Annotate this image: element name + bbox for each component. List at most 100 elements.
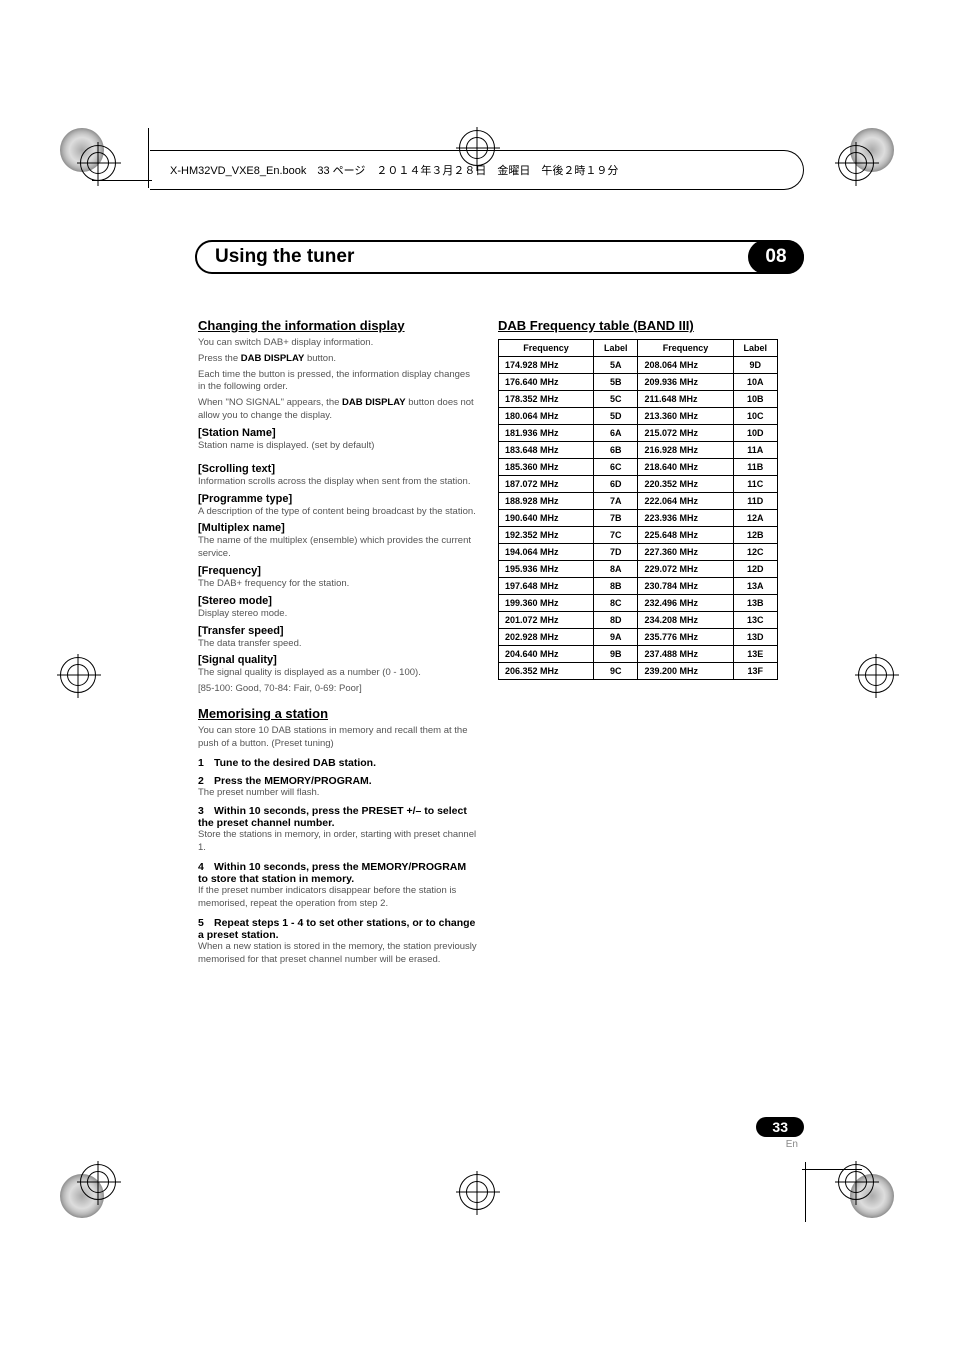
subhead-multiplex-name: [Multiplex name] — [198, 522, 478, 534]
table-cell: 9C — [594, 663, 638, 680]
table-cell: 234.208 MHz — [638, 612, 733, 629]
table-cell: 229.072 MHz — [638, 561, 733, 578]
table-cell: 13A — [733, 578, 777, 595]
chapter-header: Using the tuner 08 — [195, 240, 804, 274]
body-text: Display stereo mode. — [198, 608, 478, 621]
crop-guide — [805, 1162, 806, 1222]
chapter-title: Using the tuner — [195, 240, 804, 274]
table-cell: 174.928 MHz — [499, 357, 594, 374]
body-text: You can switch DAB+ display information. — [198, 337, 478, 350]
table-row: 194.064 MHz7D227.360 MHz12C — [499, 544, 778, 561]
table-cell: 223.936 MHz — [638, 510, 733, 527]
subhead-signal-quality: [Signal quality] — [198, 654, 478, 666]
table-cell: 11D — [733, 493, 777, 510]
table-cell: 227.360 MHz — [638, 544, 733, 561]
table-cell: 222.064 MHz — [638, 493, 733, 510]
body-text: When a new station is stored in the memo… — [198, 941, 478, 967]
table-cell: 10B — [733, 391, 777, 408]
body-text: If the preset number indicators disappea… — [198, 885, 478, 911]
table-cell: 7B — [594, 510, 638, 527]
table-cell: 185.360 MHz — [499, 459, 594, 476]
subhead-programme-type: [Programme type] — [198, 493, 478, 505]
step-5: 5Repeat steps 1 - 4 to set other station… — [198, 917, 478, 941]
table-cell: 10C — [733, 408, 777, 425]
table-cell: 6C — [594, 459, 638, 476]
table-row: 202.928 MHz9A235.776 MHz13D — [499, 629, 778, 646]
table-cell: 9D — [733, 357, 777, 374]
subhead-frequency: [Frequency] — [198, 565, 478, 577]
table-cell: 190.640 MHz — [499, 510, 594, 527]
table-cell: 215.072 MHz — [638, 425, 733, 442]
table-cell: 216.928 MHz — [638, 442, 733, 459]
table-cell: 181.936 MHz — [499, 425, 594, 442]
table-cell: 13F — [733, 663, 777, 680]
table-cell: 213.360 MHz — [638, 408, 733, 425]
table-cell: 211.648 MHz — [638, 391, 733, 408]
table-row: 174.928 MHz5A208.064 MHz9D — [499, 357, 778, 374]
body-text: The DAB+ frequency for the station. — [198, 578, 478, 591]
table-row: 197.648 MHz8B230.784 MHz13A — [499, 578, 778, 595]
body-text: Store the stations in memory, in order, … — [198, 829, 478, 855]
body-text: When "NO SIGNAL" appears, the DAB DISPLA… — [198, 397, 478, 423]
table-row: 178.352 MHz5C211.648 MHz10B — [499, 391, 778, 408]
table-cell: 188.928 MHz — [499, 493, 594, 510]
table-cell: 230.784 MHz — [638, 578, 733, 595]
table-cell: 206.352 MHz — [499, 663, 594, 680]
body-text: A description of the type of content bei… — [198, 506, 478, 519]
chapter-number: 08 — [748, 240, 804, 274]
table-cell: 12D — [733, 561, 777, 578]
table-cell: 5B — [594, 374, 638, 391]
table-cell: 235.776 MHz — [638, 629, 733, 646]
table-cell: 183.648 MHz — [499, 442, 594, 459]
table-cell: 178.352 MHz — [499, 391, 594, 408]
table-cell: 9B — [594, 646, 638, 663]
crop-mark — [60, 657, 96, 693]
table-row: 206.352 MHz9C239.200 MHz13F — [499, 663, 778, 680]
body-text: The name of the multiplex (ensemble) whi… — [198, 535, 478, 561]
crop-mark — [838, 145, 874, 181]
table-row: 192.352 MHz7C225.648 MHz12B — [499, 527, 778, 544]
table-cell: 6D — [594, 476, 638, 493]
table-cell: 8A — [594, 561, 638, 578]
table-cell: 5C — [594, 391, 638, 408]
table-row: 188.928 MHz7A222.064 MHz11D — [499, 493, 778, 510]
table-cell: 192.352 MHz — [499, 527, 594, 544]
step-3: 3Within 10 seconds, press the PRESET +/–… — [198, 805, 478, 829]
body-text: The preset number will flash. — [198, 787, 478, 800]
table-cell: 8C — [594, 595, 638, 612]
body-text: Station name is displayed. (set by defau… — [198, 440, 478, 453]
table-row: 201.072 MHz8D234.208 MHz13C — [499, 612, 778, 629]
table-header-frequency: Frequency — [499, 340, 594, 357]
step-1: 1Tune to the desired DAB station. — [198, 757, 478, 769]
table-cell: 13E — [733, 646, 777, 663]
table-cell: 194.064 MHz — [499, 544, 594, 561]
table-row: 199.360 MHz8C232.496 MHz13B — [499, 595, 778, 612]
crop-mark — [858, 657, 894, 693]
content-area: Changing the information display You can… — [198, 318, 778, 969]
dab-frequency-table: Frequency Label Frequency Label 174.928 … — [498, 339, 778, 680]
page-language: En — [756, 1139, 804, 1150]
body-text: Press the DAB DISPLAY button. — [198, 353, 478, 366]
crop-mark — [80, 1164, 116, 1200]
table-cell: 218.640 MHz — [638, 459, 733, 476]
crop-guide — [802, 1169, 862, 1170]
table-row: 181.936 MHz6A215.072 MHz10D — [499, 425, 778, 442]
table-cell: 13C — [733, 612, 777, 629]
heading-dab-table: DAB Frequency table (BAND III) — [498, 318, 778, 333]
heading-changing-display: Changing the information display — [198, 318, 478, 333]
step-2: 2Press the MEMORY/PROGRAM. — [198, 775, 478, 787]
table-cell: 237.488 MHz — [638, 646, 733, 663]
page-number: 33 — [756, 1117, 804, 1137]
bookinfo-text: X-HM32VD_VXE8_En.book 33 ページ ２０１４年３月２８日 … — [150, 150, 804, 190]
table-cell: 199.360 MHz — [499, 595, 594, 612]
table-row: 187.072 MHz6D220.352 MHz11C — [499, 476, 778, 493]
body-text: Information scrolls across the display w… — [198, 476, 478, 489]
table-row: 204.640 MHz9B237.488 MHz13E — [499, 646, 778, 663]
body-text: The data transfer speed. — [198, 638, 478, 651]
table-cell: 195.936 MHz — [499, 561, 594, 578]
table-row: 183.648 MHz6B216.928 MHz11A — [499, 442, 778, 459]
table-cell: 225.648 MHz — [638, 527, 733, 544]
table-cell: 10D — [733, 425, 777, 442]
table-cell: 197.648 MHz — [499, 578, 594, 595]
table-cell: 10A — [733, 374, 777, 391]
